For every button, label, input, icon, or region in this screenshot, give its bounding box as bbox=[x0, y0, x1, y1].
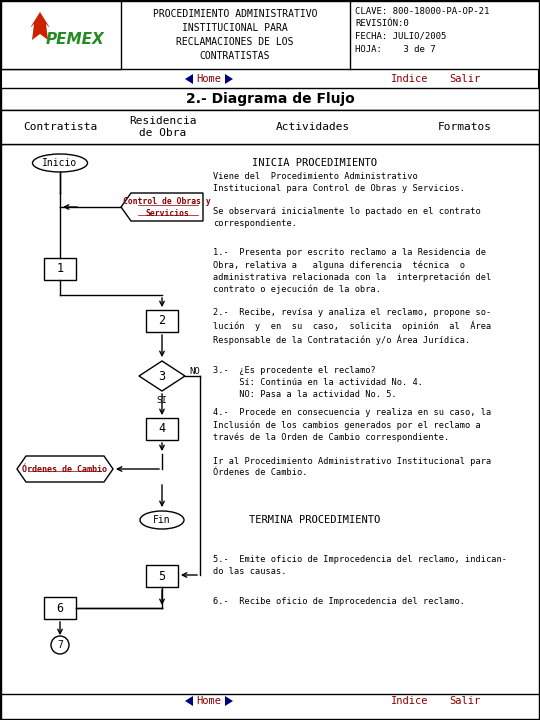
Bar bbox=[44, 597, 76, 619]
Text: Formatos: Formatos bbox=[438, 122, 492, 132]
Polygon shape bbox=[17, 456, 113, 482]
Text: 5: 5 bbox=[158, 570, 166, 582]
Text: Contratista: Contratista bbox=[23, 122, 98, 132]
Text: 2.- Diagrama de Flujo: 2.- Diagrama de Flujo bbox=[186, 92, 354, 106]
Bar bbox=[1, 1, 539, 69]
Ellipse shape bbox=[32, 154, 87, 172]
Polygon shape bbox=[30, 12, 50, 40]
Polygon shape bbox=[225, 74, 233, 84]
Text: CLAVE: 800-18000-PA-OP-21: CLAVE: 800-18000-PA-OP-21 bbox=[355, 7, 489, 17]
Text: TERMINA PROCEDIMIENTO: TERMINA PROCEDIMIENTO bbox=[249, 515, 381, 525]
Bar bbox=[146, 565, 178, 587]
Text: Actividades: Actividades bbox=[275, 122, 349, 132]
Text: 3: 3 bbox=[158, 369, 166, 382]
Text: Home: Home bbox=[197, 696, 221, 706]
Bar bbox=[44, 258, 76, 280]
Text: NO: NO bbox=[189, 367, 200, 377]
Text: Salir: Salir bbox=[449, 696, 481, 706]
Text: SI: SI bbox=[156, 396, 167, 405]
Polygon shape bbox=[185, 74, 193, 84]
Text: Indice: Indice bbox=[392, 696, 429, 706]
Text: Inicio: Inicio bbox=[42, 158, 78, 168]
Text: PROCEDIMIENTO ADMINISTRATIVO
INSTITUCIONAL PARA
RECLAMACIONES DE LOS
CONTRATISTA: PROCEDIMIENTO ADMINISTRATIVO INSTITUCION… bbox=[153, 9, 318, 61]
Text: INICIA PROCEDIMIENTO: INICIA PROCEDIMIENTO bbox=[253, 158, 377, 168]
Ellipse shape bbox=[140, 511, 184, 529]
Text: 2.-  Recibe, revísa y analiza el reclamo, propone so-
lución  y  en  su  caso,  : 2.- Recibe, revísa y analiza el reclamo,… bbox=[213, 308, 491, 345]
Text: Control de Obras y: Control de Obras y bbox=[123, 197, 211, 207]
Text: Servicios: Servicios bbox=[145, 209, 189, 217]
Text: 6.-  Recibe oficio de Improcedencia del reclamo.: 6.- Recibe oficio de Improcedencia del r… bbox=[213, 597, 465, 606]
Text: 4.-  Procede en consecuencia y realiza en su caso, la
Inclusión de los cambios g: 4.- Procede en consecuencia y realiza en… bbox=[213, 408, 491, 477]
Text: Fin: Fin bbox=[153, 515, 171, 525]
Text: 7: 7 bbox=[57, 640, 63, 650]
Bar bbox=[146, 418, 178, 440]
Bar bbox=[1, 88, 539, 110]
Text: 1.-  Presenta por escrito reclamo a la Residencia de
Obra, relativa a   alguna d: 1.- Presenta por escrito reclamo a la Re… bbox=[213, 248, 491, 294]
Bar bbox=[1, 110, 539, 144]
Text: 6: 6 bbox=[57, 601, 64, 614]
Bar bbox=[146, 310, 178, 332]
Text: 2: 2 bbox=[158, 315, 166, 328]
Text: REVISIÓN:0: REVISIÓN:0 bbox=[355, 19, 409, 29]
Polygon shape bbox=[185, 696, 193, 706]
Text: FECHA: JULIO/2005: FECHA: JULIO/2005 bbox=[355, 32, 447, 40]
Text: 1: 1 bbox=[57, 263, 64, 276]
Text: Viene del  Procedimiento Administrativo
Institucional para Control de Obras y Se: Viene del Procedimiento Administrativo I… bbox=[213, 172, 481, 228]
Text: 3.-  ¿Es procedente el reclamo?
     Sí: Continúa en la actividad No. 4.
     NO: 3.- ¿Es procedente el reclamo? Sí: Conti… bbox=[213, 366, 423, 399]
Text: Residencia
de Obra: Residencia de Obra bbox=[129, 116, 196, 138]
Polygon shape bbox=[121, 193, 203, 221]
Text: 5.-  Emite oficio de Improcedencia del reclamo, indican-
do las causas.: 5.- Emite oficio de Improcedencia del re… bbox=[213, 555, 507, 576]
Polygon shape bbox=[139, 361, 185, 391]
Text: 4: 4 bbox=[158, 423, 166, 436]
Bar bbox=[1, 144, 539, 719]
Text: Indice: Indice bbox=[392, 74, 429, 84]
Bar bbox=[1, 1, 121, 69]
Text: Salir: Salir bbox=[449, 74, 481, 84]
Polygon shape bbox=[225, 696, 233, 706]
Text: Órdenes de Cambio: Órdenes de Cambio bbox=[23, 464, 107, 474]
Circle shape bbox=[51, 636, 69, 654]
Text: HOJA:    3 de 7: HOJA: 3 de 7 bbox=[355, 45, 436, 55]
Text: Home: Home bbox=[197, 74, 221, 84]
Text: PEMEX: PEMEX bbox=[45, 32, 104, 48]
